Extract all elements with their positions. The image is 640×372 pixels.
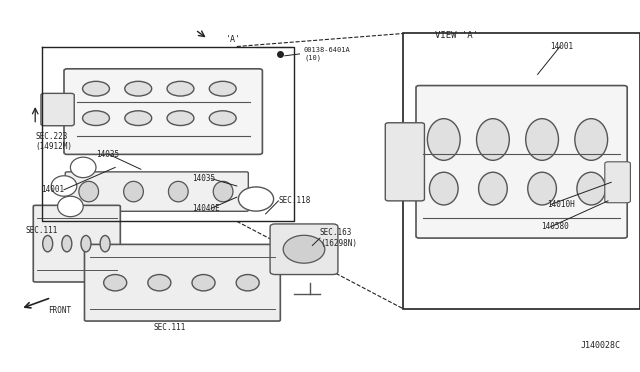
Bar [403,33,640,309]
Text: 00138-6401A
(10): 00138-6401A (10) [304,47,351,61]
Ellipse shape [79,182,99,202]
Text: SEC.163
(16298N): SEC.163 (16298N) [320,228,357,248]
Ellipse shape [167,111,194,125]
Ellipse shape [209,81,236,96]
Ellipse shape [104,275,127,291]
FancyBboxPatch shape [64,69,262,154]
Ellipse shape [213,182,233,202]
FancyBboxPatch shape [605,162,630,203]
Ellipse shape [192,275,215,291]
Text: 14001: 14001 [550,42,573,51]
Text: 'A': 'A' [226,35,241,44]
Text: SEC.111: SEC.111 [154,323,186,332]
Ellipse shape [429,172,458,205]
Ellipse shape [479,172,508,205]
FancyBboxPatch shape [270,224,338,275]
Ellipse shape [525,119,559,160]
Ellipse shape [168,182,188,202]
Text: 14001: 14001 [42,185,65,194]
Ellipse shape [125,111,152,125]
Text: FRONT: FRONT [48,306,71,315]
Text: VIEW 'A': VIEW 'A' [435,31,478,40]
Ellipse shape [239,187,274,211]
Ellipse shape [81,235,91,252]
Ellipse shape [577,172,605,205]
Ellipse shape [70,157,96,177]
Ellipse shape [236,275,259,291]
Ellipse shape [62,235,72,252]
Ellipse shape [125,81,152,96]
Text: SEC.118: SEC.118 [278,196,311,205]
Ellipse shape [51,176,77,196]
Ellipse shape [43,235,52,252]
Text: 140580: 140580 [541,222,568,231]
Ellipse shape [428,119,460,160]
Ellipse shape [477,119,509,160]
FancyBboxPatch shape [416,86,627,238]
Text: 14035: 14035 [96,150,119,159]
Ellipse shape [100,235,110,252]
Ellipse shape [148,275,171,291]
Text: 14035: 14035 [192,174,215,183]
Ellipse shape [58,196,83,217]
Text: J140028C: J140028C [581,341,621,350]
Text: SEC.111: SEC.111 [26,226,58,235]
Ellipse shape [83,81,109,96]
Text: 14040E: 14040E [192,204,220,213]
FancyBboxPatch shape [84,244,280,321]
FancyBboxPatch shape [33,205,120,282]
Ellipse shape [167,81,194,96]
Ellipse shape [283,235,325,263]
FancyBboxPatch shape [41,93,74,126]
Ellipse shape [528,172,556,205]
Ellipse shape [209,111,236,125]
Ellipse shape [83,111,109,125]
Text: 14010H: 14010H [547,200,575,209]
Ellipse shape [575,119,607,160]
Text: SEC.223
(14912M): SEC.223 (14912M) [35,132,72,151]
FancyBboxPatch shape [65,172,248,211]
Ellipse shape [124,182,143,202]
FancyBboxPatch shape [385,123,424,201]
